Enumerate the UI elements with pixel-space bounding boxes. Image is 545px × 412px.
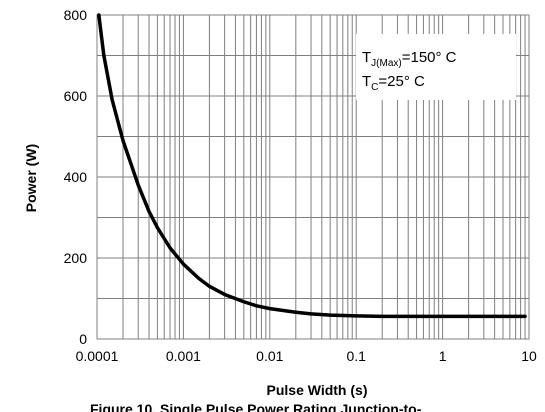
y-tick-label: 0: [79, 331, 87, 347]
annotation-line-1: TJ(Max)=150° C: [362, 49, 457, 69]
y-tick-label: 800: [64, 7, 88, 23]
y-tick-label: 400: [64, 169, 88, 185]
x-tick-label: 0.001: [166, 348, 201, 364]
x-tick-label: 0.0001: [76, 348, 119, 364]
annotation-box: TJ(Max)=150° C TC=25° C: [356, 34, 516, 100]
annotation-line-2-main: T: [362, 73, 371, 90]
y-tick-label: 200: [64, 250, 88, 266]
annotation-line-1-rest: =150° C: [402, 49, 457, 66]
x-tick-label: 1: [439, 348, 447, 364]
annotation-line-1-sub: J(Max): [371, 58, 402, 69]
annotation-line-1-main: T: [362, 49, 371, 66]
power-curve-line: [97, 13, 527, 319]
y-tick-label: 600: [64, 88, 88, 104]
annotation-line-2-rest: =25° C: [378, 73, 425, 90]
series-lines: [97, 13, 527, 319]
y-axis-label: Power (W): [23, 144, 39, 212]
x-tick-label: 0.01: [256, 348, 283, 364]
annotation-line-2-sub: C: [371, 82, 378, 93]
x-axis-label: Pulse Width (s): [267, 382, 368, 398]
x-tick-label: 0.1: [346, 348, 366, 364]
annotation-line-2: TC=25° C: [362, 73, 425, 93]
plot-frame: [96, 14, 530, 340]
y-tick-labels: 0 200 400 600 800: [64, 7, 88, 347]
x-tick-label: 10: [521, 348, 537, 364]
x-tick-labels: 0.0001 0.001 0.01 0.1 1 10: [76, 348, 537, 364]
figure-caption: Figure 10. Single Pulse Power Rating Jun…: [90, 401, 422, 412]
grid-lines: [96, 14, 529, 340]
